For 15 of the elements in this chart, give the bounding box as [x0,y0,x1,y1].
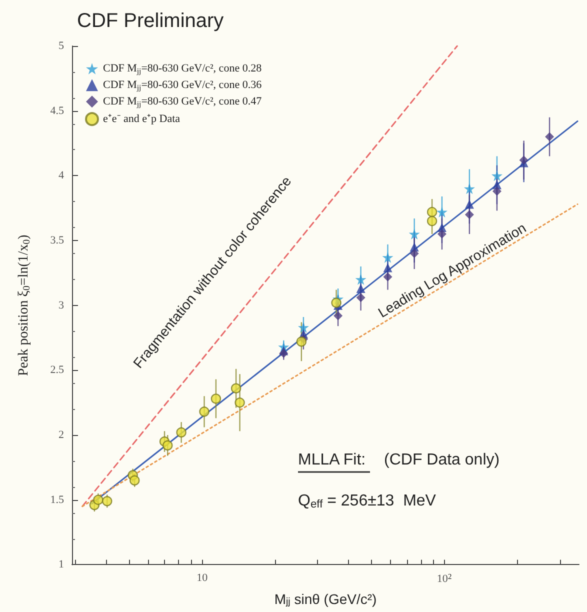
chart-title: CDF Preliminary [77,10,224,32]
x-tick-label: 10 [196,572,208,584]
annotation: MLLA Fit: [298,452,366,468]
annotation: (CDF Data only) [384,452,500,468]
y-tick-label: 4.5 [50,104,64,117]
y-tick-label: 4 [58,170,64,182]
legend-label: e⁺e⁻ and e⁺p Data [103,113,180,126]
y-tick-label: 1.5 [50,494,64,506]
y-tick-label: 3.5 [50,234,64,247]
y-tick-label: 3 [58,299,64,312]
y-tick-label: 1 [58,558,64,571]
y-tick-label: 2 [58,429,64,442]
y-tick-label: 5 [58,40,64,52]
y-tick-label: 2.5 [50,364,64,376]
y-axis-title: Peak position ξ0=ln(1/x0) [16,234,32,376]
